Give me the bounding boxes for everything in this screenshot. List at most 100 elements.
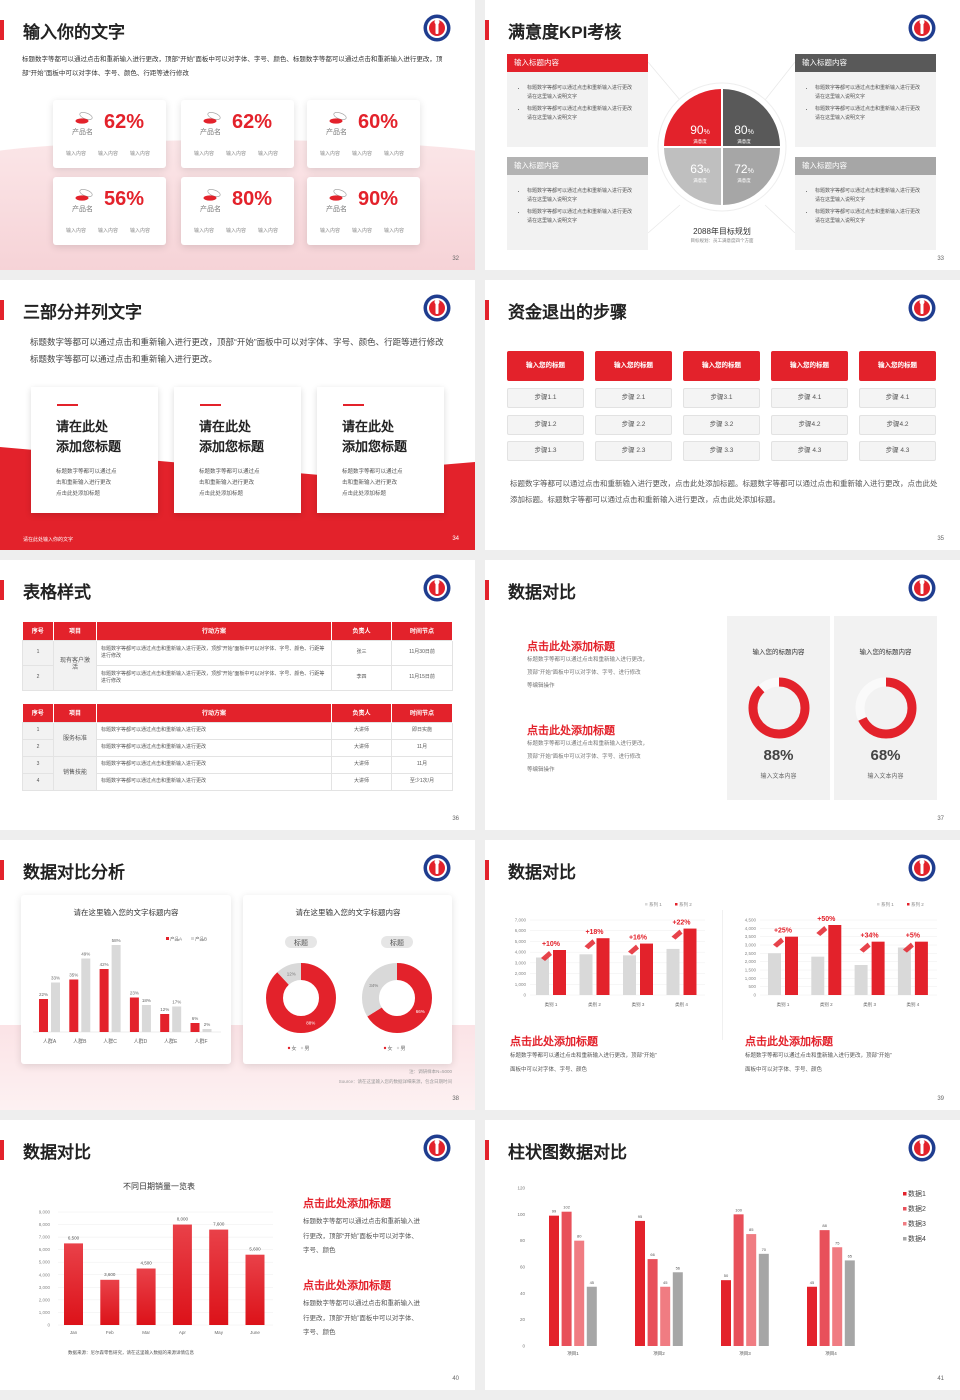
block-text: 面板中可以对字体、字号、颜色 <box>745 1067 823 1073</box>
category-label: 类别 2 <box>588 1001 601 1008</box>
slide-title: 数据对比 <box>508 583 576 602</box>
data-label: 66 <box>650 1252 655 1257</box>
y-tick-label: 60 <box>520 1265 526 1270</box>
y-tick-label: 40 <box>520 1291 526 1296</box>
chart-title: 请在这里输入您的文字标题内容 <box>296 907 401 917</box>
block-text: 等编辑操作 <box>527 683 555 689</box>
y-tick-label: 9,000 <box>39 1210 51 1215</box>
growth-annotation: +16% <box>629 935 648 942</box>
growth-bar-chart: 0 1,000 2,000 3,000 4,000 5,000 6,000 7,000 +10%… <box>515 901 705 1008</box>
card-item: 输入内容 <box>320 228 341 234</box>
block-heading: 点击此处添加标题 <box>527 641 615 653</box>
slide-32: 输入你的文字 32 标题数字等都可以通过点击和重新输入进行更改，顶部“开始”面板中可… <box>0 0 475 270</box>
card-text: 点击此处添加标题 <box>342 491 387 497</box>
column-header: 负责人 <box>331 622 392 640</box>
page-number: 37 <box>937 816 944 822</box>
step-header: 输入您的标题 <box>771 351 848 381</box>
title-accent-bar <box>485 860 489 880</box>
y-tick-label: 7,000 <box>515 918 527 923</box>
plan-cell: 标题数字等都可以通过点击和重新输入进行更改 <box>96 772 332 791</box>
progress-ring <box>748 677 810 739</box>
data-label: 2% <box>204 1022 211 1027</box>
category-label: 项目4 <box>825 1351 837 1357</box>
step-box: 步骤 4.3 <box>771 441 848 461</box>
y-tick-label: 20 <box>520 1317 526 1322</box>
data-label: 102 <box>563 1205 570 1210</box>
school-emblem-icon <box>423 294 451 322</box>
bar-系列 1 <box>623 955 636 995</box>
bar-数据1 <box>635 1220 645 1346</box>
step-box: 步骤 2.1 <box>595 388 672 408</box>
action-table: 序号 项目 行动方案 负责人 时间节点 1 现有客户激活 标题数字等都可以通过点击和重新输入进… <box>22 622 453 691</box>
block-text: 标题数字等都可以通过点击和重新输入进行更改，顶部“开始” <box>745 1053 892 1059</box>
slide-35: 资金退出的步骤 35 输入您的标题 步骤1.1 步骤1.2 步骤1.3 输入您的标题 步骤 2… <box>485 280 960 550</box>
category-label: Feb <box>106 1330 114 1335</box>
quadrant-value: 72% <box>734 162 754 176</box>
table-row: 1 现有客户激活 标题数字等都可以通过点击和重新输入进行更改，顶部“开始”面板中可以… <box>22 639 453 691</box>
plan-cell: 标题数字等都可以通过点击和重新输入进行更改 <box>96 755 332 774</box>
step-box: 步骤 4.1 <box>859 388 936 408</box>
bar-数据1 <box>721 1280 731 1346</box>
legend-dot <box>300 1046 304 1050</box>
box-content: 标题数字等都可以通过点击和重新输入进行更改 请在这里输入说明文字标题数字等都可以… <box>795 72 936 147</box>
column-header: 序号 <box>22 704 54 722</box>
y-tick-label: 3,000 <box>39 1285 51 1290</box>
body-text: 标题数字等都可以通过点击和重新输入进行更改，点击此处添加标题。标题数字等都可以通… <box>510 479 938 504</box>
pill-icon <box>203 189 221 201</box>
bar-系列 2 <box>553 950 566 995</box>
pie-quadrant <box>664 148 721 205</box>
stat-value: 80% <box>232 188 273 210</box>
gauge-percent: 88% <box>763 747 794 764</box>
category-label: Mar <box>142 1330 150 1335</box>
donut-chart-card: 请在这里输入您的文字标题内容 标题 88% 12% 女 男 标题 66% 34% 女 男 <box>243 895 452 1064</box>
data-label: 65 <box>848 1253 853 1258</box>
value-unit: % <box>748 168 754 175</box>
step-box: 步骤1.3 <box>507 441 584 461</box>
box-content: 标题数字等都可以通过点击和重新输入进行更改 请在这里输入说明文字标题数字等都可以… <box>507 72 648 147</box>
card-title-line2: 添加您标题 <box>342 439 408 454</box>
card-item: 输入内容 <box>194 228 215 234</box>
data-label: 45 <box>590 1280 595 1285</box>
page-number: 35 <box>937 536 944 542</box>
category-label: Jan <box>70 1330 78 1335</box>
y-tick-label: 6,000 <box>515 928 527 933</box>
bar-数据4 <box>586 1286 597 1346</box>
slide-39: 数据对比 39 0 1,000 2,000 3,000 4,000 5,000 6,000 7,0… <box>485 840 960 1110</box>
y-tick-label: 7,000 <box>39 1235 51 1240</box>
y-tick-label: 4,500 <box>745 918 757 923</box>
card-title-line1: 请在此处 <box>199 419 252 434</box>
row-number: 2 <box>22 664 54 691</box>
category-label: 类别 4 <box>907 1001 920 1008</box>
data-label: 6,500 <box>68 1235 80 1240</box>
page-number: 40 <box>452 1376 459 1382</box>
card-title-line1: 请在此处 <box>342 419 395 434</box>
ring-fill <box>855 677 917 739</box>
data-label: 18% <box>142 998 151 1003</box>
bar-产品A <box>160 1014 170 1032</box>
value-number: 72 <box>734 162 748 176</box>
y-tick-label: 1,500 <box>745 968 757 973</box>
category-label: 项目2 <box>653 1351 665 1357</box>
stat-card: 56% 产品名 输入内容 输入内容 输入内容 <box>53 177 166 245</box>
row-number: 3 <box>22 755 54 774</box>
legend-label: 女 <box>292 1045 297 1052</box>
pie-subtitle: 标题 <box>390 938 404 947</box>
growth-annotation: +10% <box>542 941 561 948</box>
card-text: 点击此处添加标题 <box>56 491 101 497</box>
column-header: 时间节点 <box>391 622 453 640</box>
stat-value: 56% <box>104 188 145 210</box>
bar-产品B <box>172 1006 182 1032</box>
category-label: 类别 1 <box>777 1001 790 1008</box>
card-accent-line <box>343 404 364 406</box>
quadrant-value: 80% <box>734 123 754 137</box>
row-number: 1 <box>22 639 54 666</box>
gauge-label: 输入文本内容 <box>867 774 904 780</box>
data-label: 12% <box>160 1007 169 1012</box>
card-item: 输入内容 <box>226 151 247 157</box>
block-text: 标题数字等都可以通过点击和重新输入进 <box>303 1218 420 1225</box>
block-text: 等编辑操作 <box>527 767 555 773</box>
growth-arrow-icon <box>773 937 784 948</box>
emblem-mark <box>435 302 439 314</box>
legend-label: 数据4 <box>908 1234 926 1243</box>
data-label: 99 <box>552 1209 557 1214</box>
